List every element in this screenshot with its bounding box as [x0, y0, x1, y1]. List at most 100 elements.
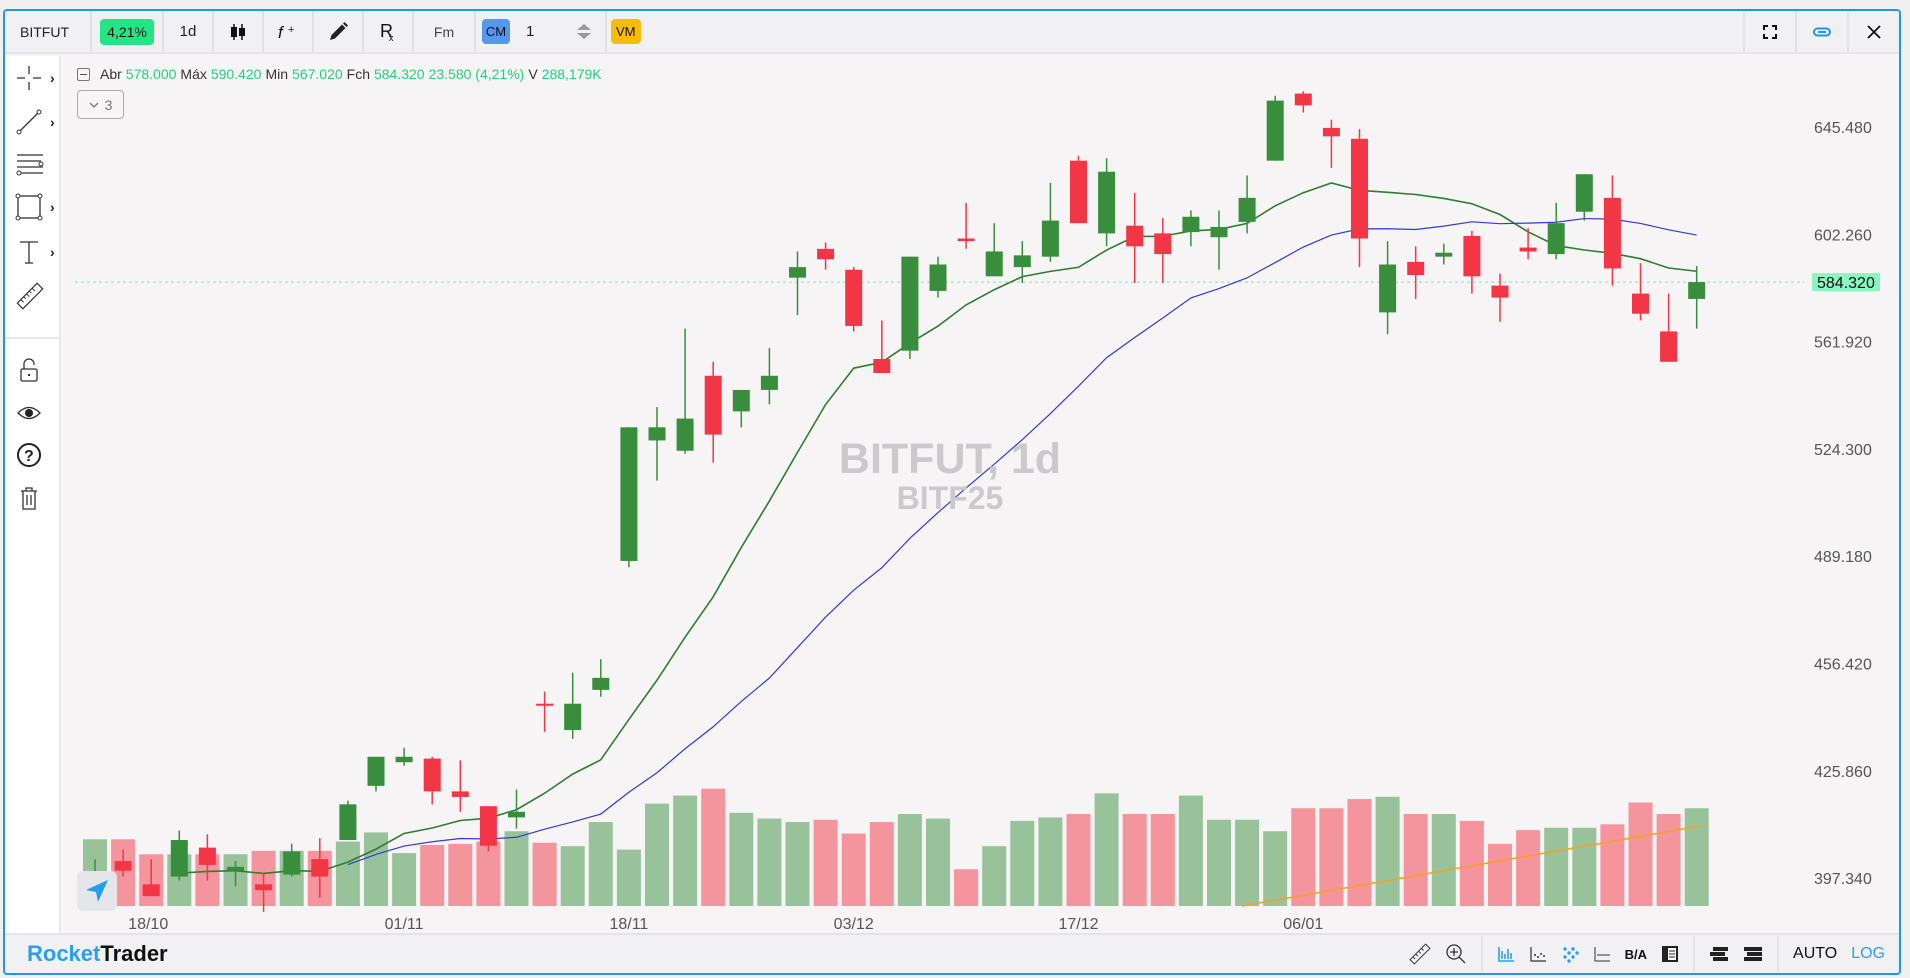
candle-body	[1603, 197, 1621, 269]
candle-body	[985, 251, 1003, 277]
interval-label: 1d	[179, 23, 197, 40]
ma-slow-line	[347, 217, 1697, 866]
grid-dots-icon[interactable]	[1561, 945, 1579, 963]
axis-icon[interactable]	[1593, 945, 1611, 963]
candle-body	[1491, 285, 1509, 298]
ruler-tool[interactable]	[5, 278, 61, 314]
candle-body	[1098, 171, 1116, 234]
volume-bar	[982, 846, 1007, 906]
candle-body	[817, 248, 835, 260]
chart-area[interactable]: 645.480 602.260 561.920 524.300 489.180 456.4…	[63, 56, 1899, 933]
text-icon	[20, 241, 38, 264]
volume-ma-line	[1241, 825, 1701, 907]
volume-bar	[1263, 831, 1288, 906]
y-axis-label: 645.480	[1814, 120, 1872, 137]
text-tool[interactable]: ›	[5, 234, 61, 270]
chevron-right-icon[interactable]: ›	[50, 244, 55, 260]
link-button[interactable]	[1797, 11, 1849, 52]
chevron-right-icon[interactable]: ›	[50, 70, 55, 86]
candle-body	[1210, 226, 1228, 238]
delete-tool[interactable]	[5, 480, 61, 516]
bid-ask-toggle[interactable]: B/A	[1624, 946, 1648, 962]
cm-button[interactable]: CM	[476, 11, 514, 52]
vm-button[interactable]: VM	[607, 11, 651, 52]
layout-list-icon[interactable]	[1743, 945, 1763, 963]
candle-body	[536, 703, 554, 706]
volume-bar	[1150, 814, 1175, 906]
ohlc-legend: Abr 578.000 Máx 590.420 Min 567.020 Fch …	[77, 66, 602, 82]
svg-text:f: f	[278, 23, 285, 42]
indicators-count: 3	[104, 96, 113, 113]
panel-icon[interactable]	[1661, 945, 1679, 963]
stepper-arrows[interactable]	[577, 24, 591, 39]
fm-button[interactable]: Fm	[414, 11, 476, 52]
volume-bar	[1291, 808, 1316, 906]
arrow-up-icon[interactable]	[577, 24, 591, 30]
candle-body	[508, 811, 525, 818]
volume-bar	[1347, 799, 1372, 906]
candle-body	[1379, 264, 1397, 313]
scatter-icon[interactable]	[1529, 945, 1547, 963]
candle-body	[114, 861, 132, 871]
parallel-lines-tool[interactable]	[5, 146, 61, 182]
trendline-tool[interactable]: ›	[5, 104, 61, 140]
indicators-button[interactable]: f +	[264, 11, 314, 52]
pencil-icon	[330, 21, 348, 40]
close-button[interactable]	[1849, 11, 1899, 52]
candle-body	[1182, 216, 1200, 233]
zoom-in-icon[interactable]	[1445, 943, 1467, 965]
volume-bar	[1094, 793, 1119, 906]
navigate-button[interactable]	[77, 871, 117, 911]
volume-bar	[1235, 819, 1260, 906]
rectangle-tool[interactable]: ›	[5, 189, 61, 225]
close-value: 584.320	[373, 66, 425, 82]
symbol-selector[interactable]: BITFUT	[5, 11, 92, 52]
crosshair-tool[interactable]: ›	[5, 60, 61, 96]
candle-body	[873, 359, 891, 373]
open-value: 578.000	[125, 66, 177, 82]
volume-value: 288,179K	[541, 66, 602, 82]
volume-bar	[532, 842, 557, 906]
volume-bar	[1207, 819, 1231, 906]
candle-body	[789, 267, 806, 278]
layout-stack-icon[interactable]	[1709, 945, 1729, 963]
volume-bar	[869, 822, 894, 906]
indicators-toggle[interactable]: 3	[77, 90, 124, 119]
volume-bar	[588, 822, 613, 906]
candle-body	[395, 756, 413, 763]
help-tool[interactable]: ?	[5, 437, 61, 473]
volume-bar	[560, 846, 585, 906]
arrow-down-icon[interactable]	[577, 33, 591, 39]
close-icon	[1867, 24, 1881, 39]
log-scale-toggle[interactable]: LOG	[1851, 945, 1885, 962]
chart-type-button[interactable]	[214, 11, 264, 52]
volume-bar	[392, 853, 417, 906]
fm-label: Fm	[433, 23, 455, 40]
candle-body	[901, 256, 919, 351]
candle-body	[1688, 282, 1706, 299]
volume-bar	[1178, 795, 1203, 906]
y-axis-label: 456.420	[1814, 657, 1872, 674]
y-axis-label: 489.180	[1814, 549, 1872, 566]
drawing-button[interactable]	[314, 11, 364, 52]
visibility-tool[interactable]	[5, 395, 61, 431]
volume-bars-icon[interactable]	[1497, 945, 1515, 963]
ruler-icon[interactable]	[1409, 943, 1431, 965]
svg-text:?: ?	[24, 448, 34, 465]
auto-scale-toggle[interactable]: AUTO	[1793, 945, 1838, 962]
open-label: Abr	[100, 66, 122, 82]
fullscreen-button[interactable]	[1745, 11, 1797, 52]
price-chart[interactable]: 645.480 602.260 561.920 524.300 489.180 456.4…	[63, 56, 1901, 937]
close-label: Fch	[346, 66, 370, 82]
interval-selector[interactable]: 1d	[164, 11, 214, 52]
lock-tool[interactable]	[5, 352, 61, 388]
last-price-tag	[1812, 273, 1880, 292]
collapse-legend-icon[interactable]	[77, 67, 90, 81]
candle-body	[1575, 174, 1593, 212]
chevron-right-icon[interactable]: ›	[50, 114, 55, 130]
candle-body	[1547, 223, 1565, 255]
chevron-right-icon[interactable]: ›	[50, 199, 55, 215]
svg-text:+: +	[288, 24, 294, 36]
quantity-stepper[interactable]: 1	[514, 11, 607, 52]
